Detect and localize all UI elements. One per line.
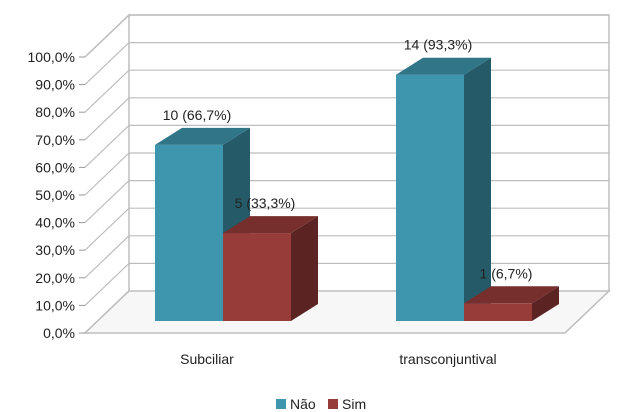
x-axis-categories: Subciliar transconjuntival [180,351,496,367]
y-tick-label: 90,0% [35,77,75,93]
data-label: 14 (93,3%) [404,37,472,53]
bar-front [223,233,291,321]
y-tick-label: 60,0% [35,159,75,175]
y-tick-label: 20,0% [35,270,75,286]
y-tick-label: 100,0% [28,49,75,65]
y-tick-label: 70,0% [35,132,75,148]
data-label: 10 (66,7%) [163,107,231,123]
bar [396,57,491,322]
data-label: 1 (6,7%) [480,265,533,281]
legend-label: Não [290,396,316,412]
y-tick-label: 80,0% [35,104,75,120]
data-labels: 10 (66,7%) 5 (33,3%) 14 (93,3%) 1 (6,7%) [163,37,533,282]
bar-top [223,216,318,234]
gridline [84,69,609,113]
bar-side [291,216,318,321]
bar-front [396,74,464,321]
bar-front [155,144,223,321]
y-tick-label: 0,0% [43,325,75,341]
bar-side [532,286,559,321]
bar-side [464,57,491,322]
legend-swatch [328,399,338,409]
data-label: 5 (33,3%) [235,195,296,211]
y-tick-label: 10,0% [35,297,75,313]
category-label: transconjuntival [399,351,496,367]
y-tick-label: 40,0% [35,215,75,231]
bar-front [464,303,532,321]
gridline [84,41,609,86]
legend-label: Sim [342,396,366,412]
bar-top [464,286,559,304]
category-label: Subciliar [180,351,234,367]
bar-top [396,57,491,75]
bar [223,216,318,321]
bars [155,57,559,322]
legend: Não Sim [276,396,366,412]
legend-swatch [276,399,286,409]
y-axis-ticks: 0,0% 10,0% 20,0% 30,0% 40,0% 50,0% 60,0% 70,0% 8… [28,49,85,341]
bar-top [155,127,250,145]
bar [464,286,559,321]
gridline [84,14,609,58]
y-tick-label: 30,0% [35,242,75,258]
y-tick-label: 50,0% [35,187,75,203]
